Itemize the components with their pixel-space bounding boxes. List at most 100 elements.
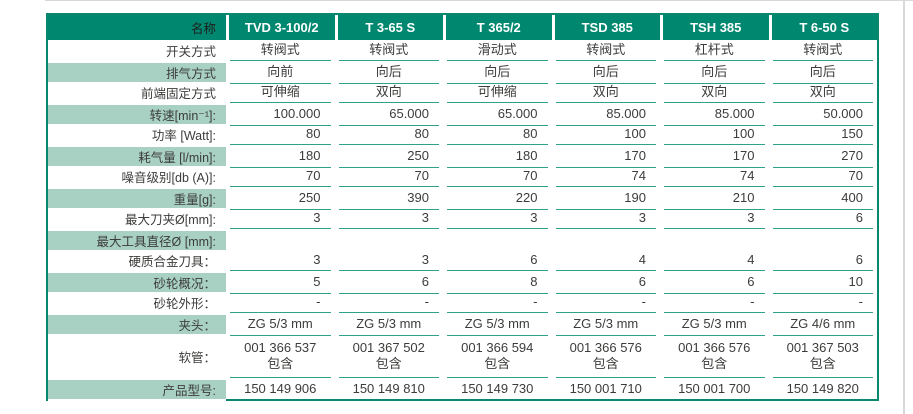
cell-value: 滑动式 [477, 42, 517, 58]
table-cell: 杠杆式 [660, 40, 769, 61]
table-cell: 50.000 [769, 103, 878, 126]
table-row: 转速[min⁻¹]: 100.000 65.000 65.000 85.000 … [48, 103, 878, 126]
table-cell: 向后 [660, 61, 769, 84]
cell-value: 001 366 576 [569, 339, 642, 355]
cell-value: 3 [747, 210, 755, 226]
table-cell: 150 149 810 [335, 378, 444, 401]
table-cell [552, 229, 661, 252]
table-cell: 4 [660, 250, 769, 271]
cell-value: 80 [414, 126, 429, 142]
cell-value: 100.000 [273, 106, 321, 122]
table-cell: 6 [552, 271, 661, 294]
table-cell: 001 366 576 包含 [552, 334, 661, 378]
table-row: 耗气量 [l/min]: 180 250 180 170 170 270 [48, 145, 877, 168]
cell-value: ZG 5/3 mm [356, 316, 422, 332]
table-cell: 85.000 [552, 103, 661, 126]
cell-value: 转阀式 [260, 42, 300, 58]
row-label-cell: 夹头： [48, 313, 226, 336]
column-header: TSH 385 [660, 15, 769, 40]
cell-value: 3 [313, 252, 321, 268]
table-cell: 3 [552, 208, 661, 229]
cell-value: 向后 [592, 64, 619, 80]
table-cell: 转阀式 [769, 40, 878, 61]
table-cell: 80 [443, 124, 552, 145]
table-cell: - [660, 292, 769, 313]
cell-value: 150 001 710 [569, 381, 642, 397]
row-label-cell: 耗气量 [l/min]: [48, 145, 226, 168]
cell-value: 150 149 730 [461, 381, 534, 397]
name-header-cell: 名称 [190, 22, 216, 36]
cell-value: ZG 5/3 mm [573, 316, 639, 332]
table-cell: 70 [443, 166, 552, 187]
row-label-cell: 重量[g]: [48, 187, 226, 210]
cell-value: 6 [747, 274, 755, 290]
cell-value: 001 367 502 [352, 339, 425, 355]
cell-value: 70 [306, 168, 321, 184]
table-cell: 150 149 820 [769, 378, 878, 401]
table-cell: - [335, 292, 444, 313]
row-label-cell: 开关方式 [48, 40, 226, 61]
cell-value: 可伸缩 [477, 84, 517, 100]
table-cell [335, 229, 444, 252]
table-cell: 001 366 537 包含 [226, 334, 335, 378]
table-row: 夹头： ZG 5/3 mm ZG 5/3 mm ZG 5/3 mm ZG 5/3… [48, 313, 877, 336]
table-row: 砂轮概况： 5 6 8 6 6 10 [48, 271, 877, 294]
cell-value: 6 [855, 210, 863, 226]
table-cell: 150 [769, 124, 878, 145]
table-row: 前端固定方式 可伸缩 双向 可伸缩 双向 双向 双向 [48, 82, 877, 103]
row-label: 产品型号: [162, 384, 216, 398]
cell-value: 转阀式 [586, 42, 626, 58]
table-cell: 3 [226, 208, 335, 229]
cell-value: 180 [298, 148, 321, 164]
table-cell: 转阀式 [335, 40, 444, 61]
table-cell: 180 [226, 145, 335, 168]
table-cell: ZG 5/3 mm [226, 313, 335, 336]
table-cell: 4 [552, 250, 661, 271]
cell-value: ZG 5/3 mm [247, 316, 313, 332]
row-label: 噪音级别[db (A)]: [121, 171, 216, 185]
cell-value: 80 [306, 126, 321, 142]
table-cell: 向前 [226, 61, 335, 84]
table-cell: 70 [769, 166, 878, 187]
column-header: T 365/2 [443, 15, 552, 40]
table-cell: 220 [443, 187, 552, 210]
cell-value: 210 [732, 190, 755, 206]
table-cell: 80 [226, 124, 335, 145]
cell-value: - [641, 294, 646, 310]
table-cell: 100 [660, 124, 769, 145]
cell-value: 65.000 [497, 106, 538, 122]
cell-value: 65.000 [389, 106, 429, 122]
table-cell: 3 [335, 208, 444, 229]
row-label-cell: 功率 [Watt]: [48, 124, 226, 145]
table-row: 硬质合金刀具： 3 3 6 4 4 6 [48, 250, 877, 271]
cell-value: 3 [421, 210, 429, 226]
table-cell: 180 [443, 145, 552, 168]
row-label: 重量[g]: [173, 193, 216, 207]
table-cell: 可伸缩 [443, 82, 552, 103]
cell-value: 向后 [809, 64, 836, 80]
row-label-cell: 前端固定方式 [48, 82, 226, 103]
row-label-cell: 软管： [48, 334, 226, 378]
table-cell: 65.000 [443, 103, 552, 126]
cell-value: 3 [530, 210, 538, 226]
table-cell: 70 [335, 166, 444, 187]
table-cell: 6 [443, 250, 552, 271]
cell-value: 8 [530, 274, 538, 290]
table-cell: 150 001 700 [660, 378, 769, 401]
cell-value: 74 [631, 168, 646, 184]
table-cell: 100 [552, 124, 661, 145]
table-cell: 向后 [335, 61, 444, 84]
table-body: 开关方式 转阀式 转阀式 滑动式 转阀式 杠杆式 转阀式 排气方式 向前 向后 … [48, 40, 878, 401]
table-cell: 400 [769, 187, 878, 210]
table-cell: 80 [335, 124, 444, 145]
cell-value: 3 [638, 210, 646, 226]
table-cell: 170 [660, 145, 769, 168]
cell-value-note: 包含 [267, 356, 294, 371]
table-cell: 250 [226, 187, 335, 210]
row-label: 开关方式 [165, 45, 216, 59]
row-label: 耗气量 [l/min]: [138, 151, 216, 165]
table-cell: - [552, 292, 661, 313]
cell-value: 74 [740, 168, 755, 184]
cell-value: 双向 [375, 84, 402, 100]
table-cell: 3 [660, 208, 769, 229]
